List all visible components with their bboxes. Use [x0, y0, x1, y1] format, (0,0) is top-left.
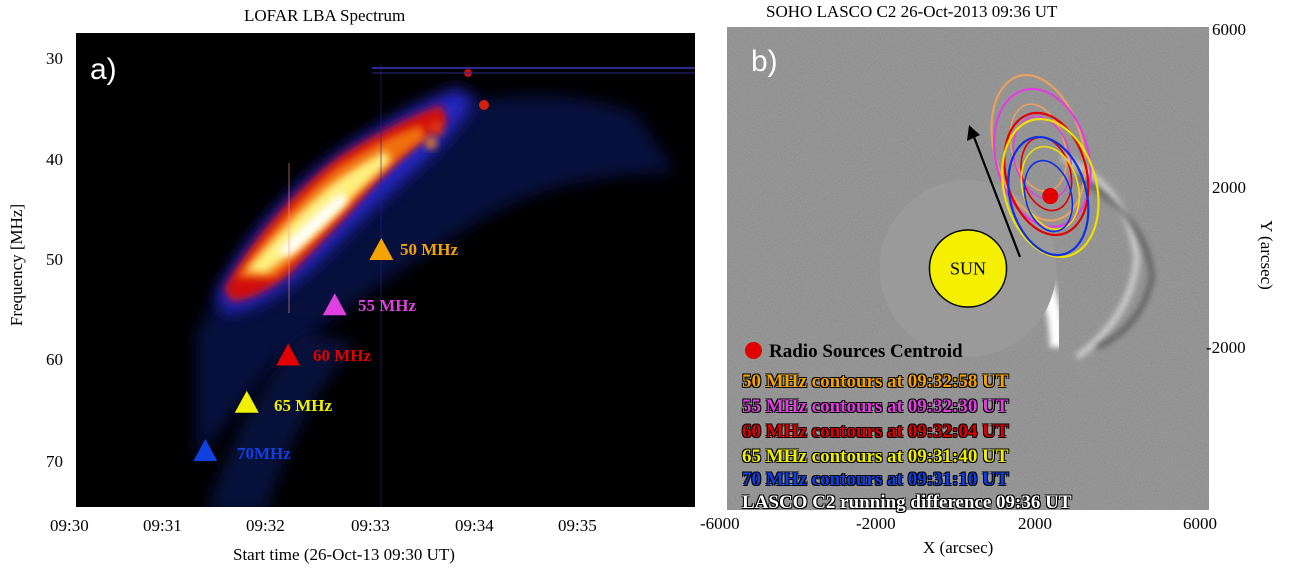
ytick-b-2000: 2000	[1212, 178, 1246, 197]
marker-label-60: 60 MHz	[313, 346, 372, 365]
legend-centroid: Radio Sources Centroid	[769, 341, 963, 362]
legend-70mhz: 70 MHz contours at 09:31:10 UT	[742, 469, 1009, 490]
sun-label: SUN	[950, 259, 986, 279]
ytick-a-70: 70	[46, 452, 63, 471]
marker-label-50: 50 MHz	[400, 240, 459, 259]
freq-marker-60mhz	[276, 343, 301, 366]
contour-65mhz	[1001, 117, 1100, 259]
title-b: SOHO LASCO C2 26-Oct-2013 09:36 UT	[766, 2, 1058, 21]
legend-centroid-dot	[745, 342, 762, 359]
freq-marker-70mhz	[193, 438, 218, 461]
panel-label-b: b)	[751, 45, 778, 78]
xtick-a-0934: 09:34	[455, 516, 494, 535]
ytick-a-60: 60	[46, 350, 63, 369]
xlabel-a: Start time (26-Oct-13 09:30 UT)	[233, 545, 455, 564]
xtick-a-0933: 09:33	[351, 516, 390, 535]
title-a: LOFAR LBA Spectrum	[244, 6, 406, 25]
spectrum-heatmap	[193, 65, 695, 507]
xlabel-b: X (arcsec)	[923, 538, 994, 557]
xtick-a-0931: 09:31	[143, 516, 182, 535]
ytick-a-40: 40	[46, 150, 63, 169]
freq-marker-55mhz	[322, 293, 347, 316]
xtick-b-m2000: -2000	[856, 514, 896, 533]
xtick-a-0932: 09:32	[246, 516, 285, 535]
ytick-a-30: 30	[46, 49, 63, 68]
xtick-b-m6000: -6000	[700, 514, 740, 533]
contour-inner-70mhz	[1023, 159, 1074, 233]
freq-marker-65mhz	[234, 390, 259, 413]
marker-label-70: 70MHz	[237, 444, 291, 463]
xtick-a-0935: 09:35	[558, 516, 597, 535]
radio-centroid	[1042, 188, 1059, 205]
legend-55mhz: 55 MHz contours at 09:32:30 UT	[742, 396, 1009, 417]
xtick-b-2000: 2000	[1018, 514, 1052, 533]
legend-60mhz: 60 MHz contours at 09:32:04 UT	[742, 421, 1009, 442]
lasco-plot-area: SUN b)	[727, 27, 1209, 510]
xtick-b-6000: 6000	[1183, 514, 1217, 533]
legend-lasco: LASCO C2 running difference 09:36 UT	[742, 492, 1072, 513]
ylabel-a: Frequency [MHz]	[7, 203, 26, 327]
contour-55mhz	[993, 87, 1092, 228]
xtick-a-0930: 09:30	[50, 516, 89, 535]
panel-label-a: a)	[90, 53, 117, 86]
legend-65mhz: 65 MHz contours at 09:31:40 UT	[742, 446, 1009, 467]
contour-70mhz	[1007, 135, 1090, 257]
marker-label-55: 55 MHz	[358, 296, 417, 315]
ylabel-b: Y (arcsec)	[1257, 220, 1276, 290]
marker-label-65: 65 MHz	[274, 396, 333, 415]
legend-50mhz: 50 MHz contours at 09:32:58 UT	[742, 371, 1009, 392]
freq-marker-50mhz	[369, 237, 394, 260]
ytick-a-50: 50	[46, 250, 63, 269]
lasco-image: SUN	[727, 27, 1209, 510]
ytick-b-m2000: -2000	[1206, 338, 1246, 357]
ytick-b-6000: 6000	[1212, 20, 1246, 39]
sun-disk	[928, 229, 1008, 308]
spectrum-plot-area: a)	[76, 33, 695, 507]
